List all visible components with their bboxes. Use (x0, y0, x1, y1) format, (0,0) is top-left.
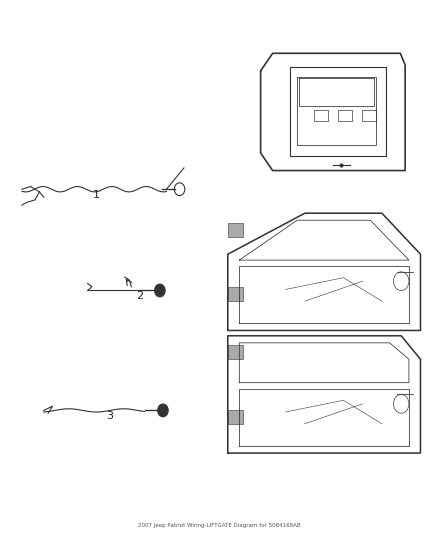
Text: 2007 Jeep Patriot Wiring-LIFTGATE Diagram for 5084168AB: 2007 Jeep Patriot Wiring-LIFTGATE Diagra… (138, 523, 300, 528)
Circle shape (158, 404, 168, 417)
Bar (228, 410, 243, 424)
Bar (228, 223, 243, 237)
Bar (338, 110, 352, 122)
Bar (228, 345, 243, 359)
Text: 1: 1 (93, 190, 100, 199)
Text: 2: 2 (137, 291, 144, 301)
Circle shape (155, 284, 165, 297)
Bar (228, 287, 243, 301)
Bar (362, 110, 376, 122)
Bar (314, 110, 328, 122)
Text: 3: 3 (106, 411, 113, 421)
